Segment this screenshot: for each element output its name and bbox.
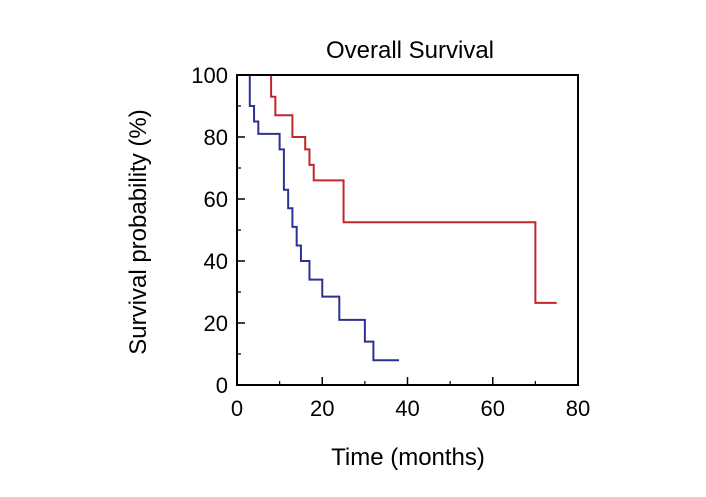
y-axis-label: Survival probability (%) — [125, 109, 152, 354]
plot-area — [237, 74, 557, 362]
y-tick-label: 80 — [204, 125, 228, 150]
y-tick-label: 60 — [204, 187, 228, 212]
x-tick-label: 80 — [566, 396, 590, 421]
x-axis-label: Time (months) — [331, 444, 485, 471]
y-tick-label: 0 — [216, 373, 228, 398]
chart-title: Overall Survival — [326, 37, 494, 64]
x-tick-label: 0 — [231, 396, 243, 421]
y-tick-label: 100 — [191, 63, 228, 88]
x-tick-label: 40 — [395, 396, 419, 421]
y-tick-label: 20 — [204, 311, 228, 336]
series-line-1 — [237, 74, 557, 304]
x-tick-label: 60 — [481, 396, 505, 421]
plot-frame — [236, 74, 579, 386]
axes: 0 20 40 60 80 0 20 40 60 80 100 — [191, 63, 590, 421]
y-tick-label: 40 — [204, 249, 228, 274]
series-line-2 — [237, 74, 399, 362]
x-tick-label: 20 — [310, 396, 334, 421]
